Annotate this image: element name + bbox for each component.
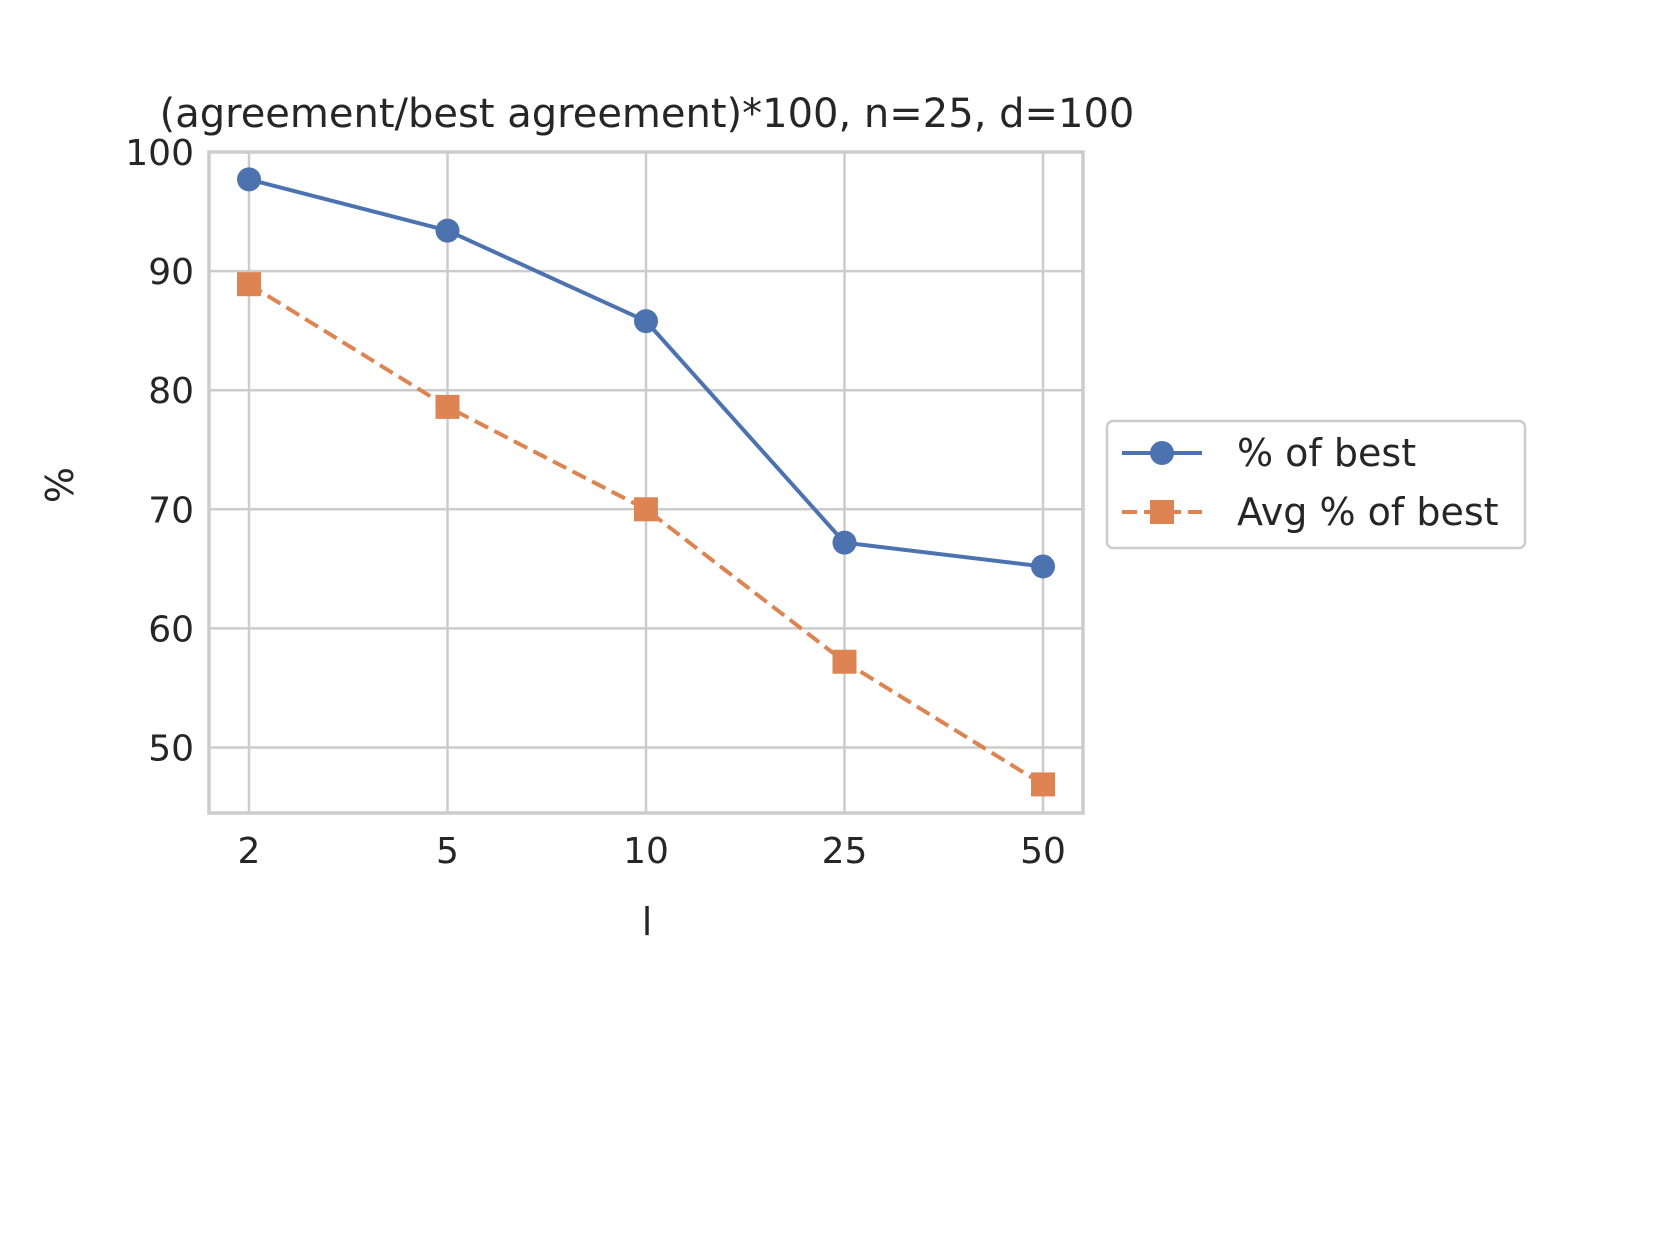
data-point-circle (237, 167, 261, 192)
legend-entry-series-0: % of best (1122, 431, 1416, 475)
y-tick-label: 60 (148, 609, 194, 650)
x-tick-label: 25 (822, 831, 868, 872)
data-point-square (634, 497, 658, 522)
legend: % of best Avg % of best (1105, 419, 1527, 550)
legend-entry-series-1: Avg % of best (1122, 490, 1499, 534)
data-point-square (832, 649, 857, 674)
data-point-circle (832, 530, 857, 555)
x-tick-label: 50 (1020, 831, 1066, 872)
legend-marker-circle (1150, 441, 1174, 465)
data-point-square (237, 272, 261, 297)
x-tick-labels: 2 5 10 25 50 (238, 831, 1066, 872)
y-tick-label: 70 (148, 490, 194, 531)
legend-box (1105, 419, 1527, 550)
data-point-circle (1031, 554, 1055, 579)
y-tick-label: 80 (148, 371, 194, 412)
y-tick-label: 90 (148, 252, 194, 293)
y-axis-label: % (38, 467, 82, 503)
legend-marker-square (1150, 500, 1174, 524)
chart-title: (agreement/best agreement)*100, n=25, d=… (160, 91, 1135, 137)
series-layer (237, 167, 1055, 797)
y-tick-label: 50 (148, 728, 194, 769)
series-line-1 (247, 282, 1045, 787)
plot-area-border (207, 150, 1085, 815)
legend-label-series-1: Avg % of best (1237, 490, 1499, 534)
plot-frame (207, 150, 1085, 815)
data-point-circle (634, 309, 658, 334)
data-point-circle (435, 218, 460, 243)
data-point-square (435, 394, 460, 419)
x-tick-label: 10 (623, 831, 669, 872)
x-tick-label: 2 (238, 831, 261, 872)
y-tick-label: 100 (125, 133, 194, 174)
data-point-square (1031, 772, 1055, 797)
y-tick-labels: 50 60 70 80 90 100 (125, 133, 194, 769)
legend-label-series-0: % of best (1237, 431, 1416, 475)
x-axis-label: l (642, 900, 653, 944)
x-tick-label: 5 (436, 831, 459, 872)
